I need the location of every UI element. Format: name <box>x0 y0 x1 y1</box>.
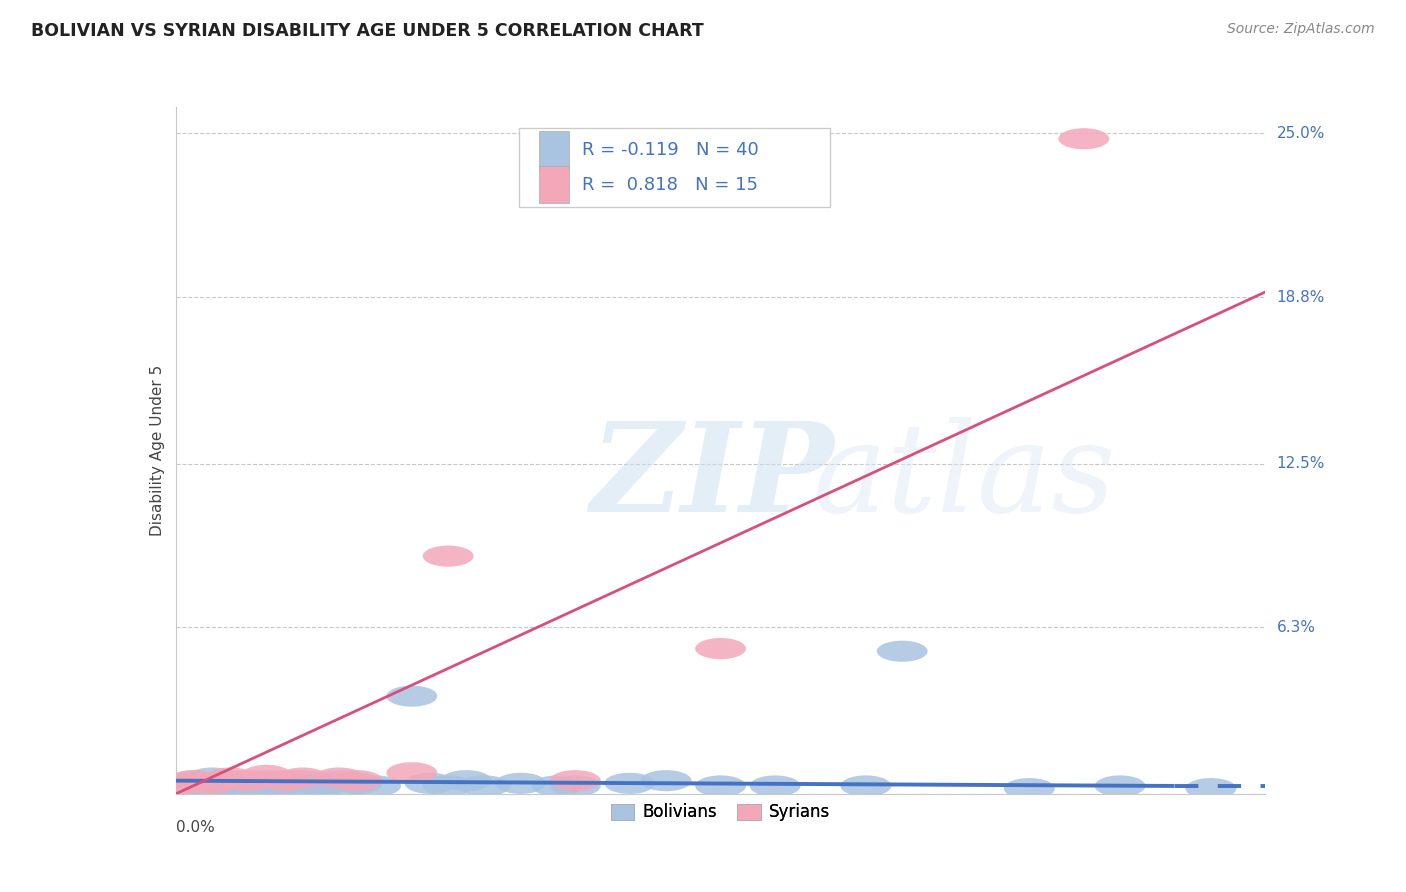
Text: 0.0%: 0.0% <box>176 820 215 835</box>
Ellipse shape <box>187 767 238 789</box>
Text: R = -0.119   N = 40: R = -0.119 N = 40 <box>582 141 759 159</box>
Legend: Bolivians, Syrians: Bolivians, Syrians <box>605 797 837 828</box>
Ellipse shape <box>877 640 928 662</box>
Y-axis label: Disability Age Under 5: Disability Age Under 5 <box>149 365 165 536</box>
Ellipse shape <box>641 770 692 791</box>
Ellipse shape <box>387 686 437 706</box>
Ellipse shape <box>242 770 292 791</box>
Ellipse shape <box>224 770 274 791</box>
Ellipse shape <box>332 772 382 794</box>
Ellipse shape <box>749 775 800 797</box>
Ellipse shape <box>695 638 747 659</box>
Ellipse shape <box>259 772 311 794</box>
Ellipse shape <box>259 770 311 791</box>
Ellipse shape <box>841 775 891 797</box>
Ellipse shape <box>1059 128 1109 149</box>
Ellipse shape <box>314 767 364 789</box>
Ellipse shape <box>495 772 546 794</box>
Ellipse shape <box>295 775 346 797</box>
Ellipse shape <box>1185 778 1236 799</box>
Ellipse shape <box>224 778 274 799</box>
Ellipse shape <box>277 767 329 789</box>
Ellipse shape <box>169 770 219 791</box>
Ellipse shape <box>405 772 456 794</box>
Ellipse shape <box>314 778 364 799</box>
Ellipse shape <box>187 778 238 799</box>
Ellipse shape <box>205 767 256 789</box>
Ellipse shape <box>277 770 329 791</box>
Ellipse shape <box>423 546 474 566</box>
Ellipse shape <box>205 775 256 797</box>
Text: 6.3%: 6.3% <box>1277 620 1316 635</box>
Ellipse shape <box>242 764 292 786</box>
Ellipse shape <box>187 772 238 794</box>
FancyBboxPatch shape <box>519 128 830 207</box>
Ellipse shape <box>242 775 292 797</box>
Ellipse shape <box>387 762 437 783</box>
Ellipse shape <box>259 775 311 797</box>
Ellipse shape <box>695 775 747 797</box>
Text: BOLIVIAN VS SYRIAN DISABILITY AGE UNDER 5 CORRELATION CHART: BOLIVIAN VS SYRIAN DISABILITY AGE UNDER … <box>31 22 703 40</box>
Ellipse shape <box>531 775 582 797</box>
Text: 18.8%: 18.8% <box>1277 290 1324 305</box>
Ellipse shape <box>605 772 655 794</box>
Text: 12.5%: 12.5% <box>1277 456 1324 471</box>
Ellipse shape <box>169 770 219 791</box>
Ellipse shape <box>205 778 256 799</box>
Ellipse shape <box>332 770 382 791</box>
Ellipse shape <box>1095 775 1146 797</box>
Ellipse shape <box>314 770 364 791</box>
Ellipse shape <box>460 775 510 797</box>
Text: atlas: atlas <box>813 417 1116 539</box>
Ellipse shape <box>1004 778 1054 799</box>
Ellipse shape <box>441 770 492 791</box>
Ellipse shape <box>550 775 600 797</box>
Ellipse shape <box>277 778 329 799</box>
Ellipse shape <box>550 770 600 791</box>
Ellipse shape <box>295 772 346 794</box>
Text: 25.0%: 25.0% <box>1277 126 1324 141</box>
Text: Source: ZipAtlas.com: Source: ZipAtlas.com <box>1227 22 1375 37</box>
Ellipse shape <box>350 775 401 797</box>
Ellipse shape <box>205 770 256 791</box>
Text: ZIP: ZIP <box>591 417 834 539</box>
Ellipse shape <box>159 778 211 799</box>
Ellipse shape <box>224 772 274 794</box>
Text: R =  0.818   N = 15: R = 0.818 N = 15 <box>582 176 758 194</box>
Ellipse shape <box>187 772 238 794</box>
FancyBboxPatch shape <box>538 131 569 169</box>
Ellipse shape <box>423 775 474 797</box>
Ellipse shape <box>159 772 211 794</box>
FancyBboxPatch shape <box>538 166 569 203</box>
Ellipse shape <box>169 775 219 797</box>
